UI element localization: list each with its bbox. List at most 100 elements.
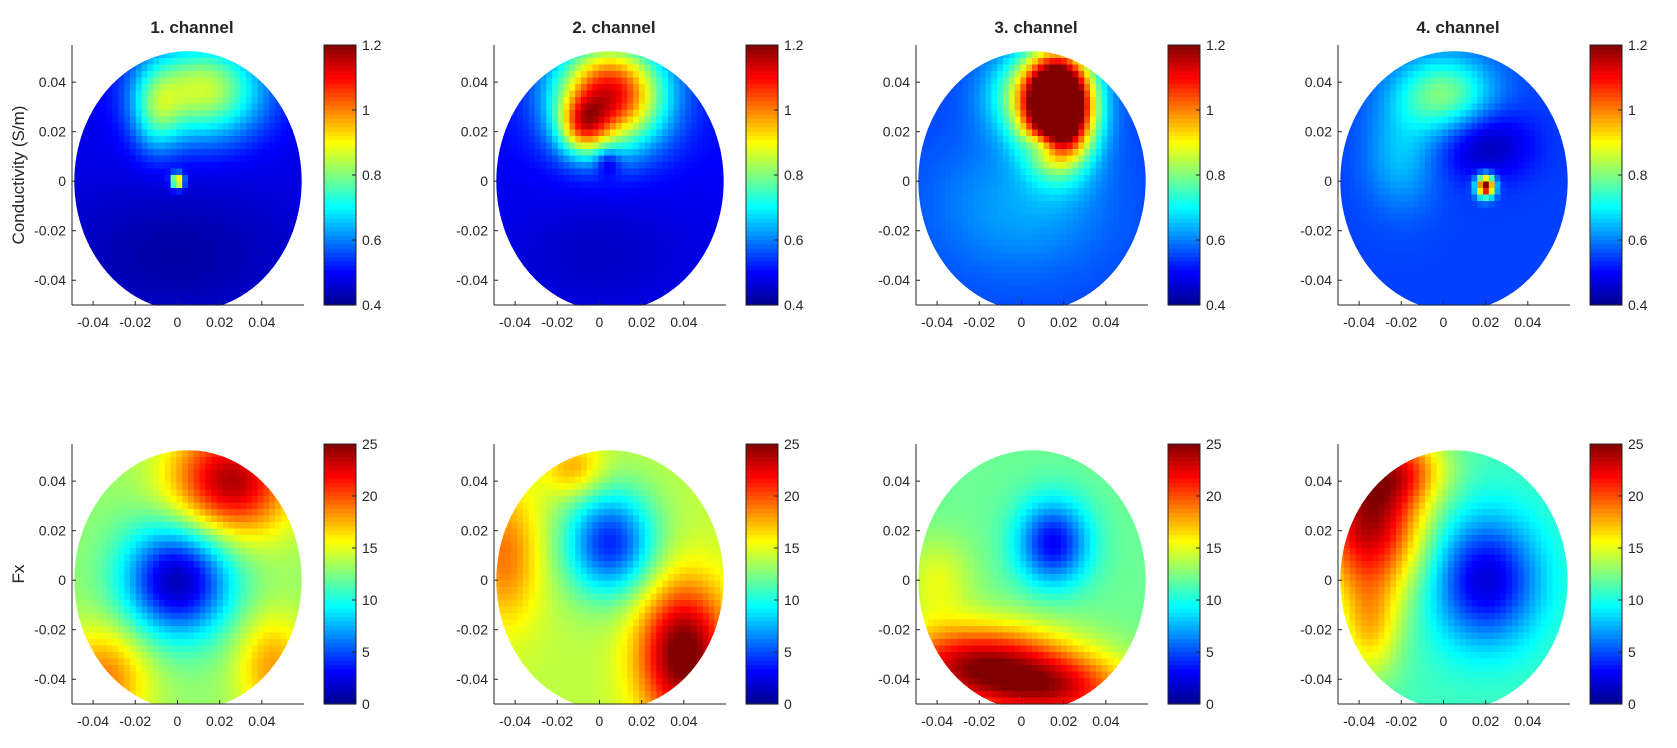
heatmap-cell	[298, 58, 302, 66]
heatmap-cell	[1014, 77, 1021, 85]
heatmap-cell	[89, 71, 96, 79]
heatmap-cell	[586, 266, 594, 274]
heatmap-cell	[1014, 292, 1021, 300]
heatmap-cell	[598, 279, 605, 287]
heatmap-cell	[557, 84, 565, 92]
heatmap-cell	[592, 149, 599, 157]
heatmap-cell	[714, 155, 721, 163]
heatmap-cell	[1072, 220, 1079, 228]
heatmap-cell	[939, 266, 946, 274]
heatmap-cell	[1101, 279, 1108, 287]
heatmap-cell	[979, 168, 987, 176]
heatmap-cell	[101, 207, 108, 215]
heatmap-cell	[956, 90, 963, 98]
heatmap-cell	[1084, 103, 1091, 111]
heatmap-cell	[298, 162, 302, 170]
heatmap-cell	[1008, 90, 1016, 98]
heatmap-cell	[956, 175, 963, 183]
heatmap-cell	[621, 84, 628, 92]
heatmap-cell	[991, 279, 998, 287]
heatmap-cell	[557, 71, 565, 79]
colorbar-segment	[324, 157, 356, 163]
heatmap-cell	[1095, 181, 1103, 189]
heatmap-cell	[240, 116, 247, 124]
heatmap-cell	[89, 233, 96, 241]
heatmap-cell	[581, 220, 588, 228]
heatmap-cell	[1107, 240, 1114, 248]
heatmap-cell	[77, 129, 85, 137]
colorbar-segment	[746, 149, 778, 154]
heatmap-cell	[927, 259, 934, 267]
heatmap-cell	[679, 259, 686, 267]
heatmap-cell	[199, 77, 206, 85]
heatmap-cell	[1037, 168, 1045, 176]
heatmap-cell	[263, 116, 270, 124]
heatmap-cell	[234, 181, 241, 189]
heatmap-cell	[499, 116, 507, 124]
heatmap-cell	[968, 214, 975, 222]
heatmap-cell	[1020, 51, 1027, 59]
heatmap-cell	[956, 136, 963, 144]
heatmap-cell	[77, 240, 85, 248]
heatmap-cell	[89, 194, 96, 202]
heatmap-cell	[240, 194, 247, 202]
heatmap-cell	[499, 253, 507, 261]
heatmap-cell	[1090, 194, 1097, 202]
heatmap-cell	[656, 246, 663, 254]
colorbar-segment	[324, 136, 356, 141]
heatmap-cell	[702, 181, 710, 189]
heatmap-cell	[679, 103, 686, 111]
heatmap-cell	[650, 233, 657, 241]
heatmap-cell	[528, 279, 536, 287]
heatmap-cell	[523, 155, 530, 163]
heatmap-cell	[586, 220, 594, 228]
heatmap-cell	[997, 259, 1004, 267]
heatmap-cell	[639, 240, 646, 248]
heatmap-cell	[673, 194, 681, 202]
heatmap-cell	[1072, 90, 1079, 98]
heatmap-cell	[985, 259, 992, 267]
heatmap-cell	[298, 116, 302, 124]
heatmap-cell	[673, 116, 681, 124]
heatmap-cell	[1090, 246, 1097, 254]
heatmap-cell	[147, 110, 154, 118]
heatmap-cell	[610, 64, 617, 72]
heatmap-cell	[1037, 285, 1045, 293]
colorbar-segment	[324, 283, 356, 289]
heatmap-cell	[627, 201, 634, 209]
heatmap-cell	[921, 240, 929, 248]
heatmap-cell	[673, 279, 681, 287]
heatmap-cell	[83, 214, 90, 222]
heatmap-cell	[668, 240, 675, 248]
heatmap-cell	[1026, 110, 1033, 118]
heatmap-cell	[257, 84, 264, 92]
heatmap-cell	[950, 279, 958, 287]
heatmap-cell	[1078, 77, 1085, 85]
heatmap-cell	[141, 142, 148, 150]
heatmap-cell	[228, 266, 235, 274]
heatmap-cell	[1090, 214, 1097, 222]
heatmap-cell	[615, 97, 623, 105]
heatmap-cell	[1090, 227, 1097, 235]
heatmap-cell	[188, 149, 195, 157]
heatmap-cell	[708, 201, 715, 209]
heatmap-cell	[182, 227, 189, 235]
heatmap-cell	[106, 77, 114, 85]
heatmap-cell	[1101, 168, 1108, 176]
heatmap-cell	[962, 110, 969, 118]
heatmap-cell	[939, 168, 946, 176]
heatmap-cell	[1119, 51, 1126, 59]
heatmap-cell	[1130, 240, 1137, 248]
heatmap-cell	[621, 292, 628, 300]
heatmap-cell	[1095, 266, 1103, 274]
heatmap-cell	[269, 175, 276, 183]
heatmap-cell	[217, 272, 224, 280]
heatmap-cell	[1107, 123, 1114, 131]
heatmap-cell	[575, 298, 582, 306]
heatmap-cell	[1055, 136, 1062, 144]
heatmap-cell	[1084, 188, 1091, 196]
colorbar-segment	[324, 166, 356, 172]
heatmap-cell	[176, 266, 183, 274]
heatmap-cell	[205, 207, 212, 215]
heatmap-cell	[662, 240, 669, 248]
